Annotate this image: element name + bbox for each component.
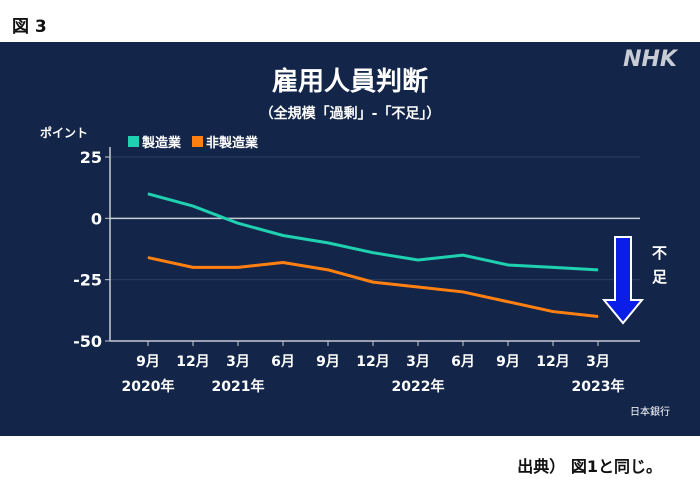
data-point: [552, 311, 554, 313]
chart-panel: 雇用人員判断 （全規模「過剰」-「不足」） NHK ポイント 日本銀行 製造業 非…: [0, 42, 700, 436]
series-line-製造業: [147, 192, 599, 272]
data-point: [462, 254, 464, 256]
y-tick-label: -25: [73, 271, 102, 290]
data-point: [597, 269, 599, 271]
data-point: [507, 301, 509, 303]
x-year-label: 2022年: [392, 378, 445, 395]
data-point: [282, 261, 284, 263]
data-point: [147, 257, 149, 259]
legend-label: 製造業: [141, 135, 182, 151]
x-year-label: 2021年: [212, 378, 265, 395]
source-note: 日本銀行: [630, 405, 670, 418]
figure-label: 図 3: [12, 17, 47, 37]
shortage-label-2: 足: [652, 268, 668, 286]
chart-subtitle: （全規模「過剰」-「不足」）: [260, 105, 441, 122]
x-tick-label: 9月: [496, 354, 520, 370]
x-tick-label: 9月: [136, 354, 160, 370]
x-tick-label: 12月: [176, 354, 209, 370]
shortage-arrow-icon: [601, 236, 645, 325]
x-tick-label: 12月: [356, 354, 389, 370]
data-point: [597, 315, 599, 317]
x-year-label: 2023年: [572, 378, 625, 395]
data-point: [552, 266, 554, 268]
y-axis-label: ポイント: [40, 125, 88, 140]
shortage-label-1: 不: [652, 244, 667, 262]
legend-swatch: [128, 136, 139, 147]
data-point: [507, 264, 509, 266]
x-tick-label: 3月: [226, 354, 250, 370]
data-point: [417, 259, 419, 261]
nhk-logo: NHK: [623, 47, 679, 72]
data-point: [372, 252, 374, 254]
x-tick-label: 6月: [271, 354, 295, 370]
y-tick-label: 25: [80, 148, 102, 167]
caption: 出典） 図1と同じ。: [517, 457, 662, 476]
legend-swatch: [192, 136, 203, 147]
data-point: [192, 205, 194, 207]
data-point: [192, 266, 194, 268]
x-tick-label: 3月: [406, 354, 430, 370]
x-tick-label: 12月: [536, 354, 569, 370]
data-point: [327, 242, 329, 244]
data-point: [237, 266, 239, 268]
data-point: [237, 222, 239, 224]
chart: 雇用人員判断 （全規模「過剰」-「不足」） NHK ポイント 日本銀行 製造業 非…: [40, 47, 679, 418]
data-point: [327, 269, 329, 271]
x-tick-label: 3月: [586, 354, 610, 370]
data-point: [282, 235, 284, 237]
data-point: [372, 281, 374, 283]
chart-title: 雇用人員判断: [272, 66, 428, 97]
x-year-label: 2020年: [122, 378, 175, 395]
x-tick-label: 6月: [451, 354, 475, 370]
y-tick-label: 0: [91, 209, 102, 228]
data-point: [147, 193, 149, 195]
legend-label: 非製造業: [206, 135, 259, 151]
data-point: [462, 291, 464, 293]
y-tick-label: -50: [73, 332, 102, 351]
data-point: [417, 286, 419, 288]
x-tick-label: 9月: [316, 354, 340, 370]
